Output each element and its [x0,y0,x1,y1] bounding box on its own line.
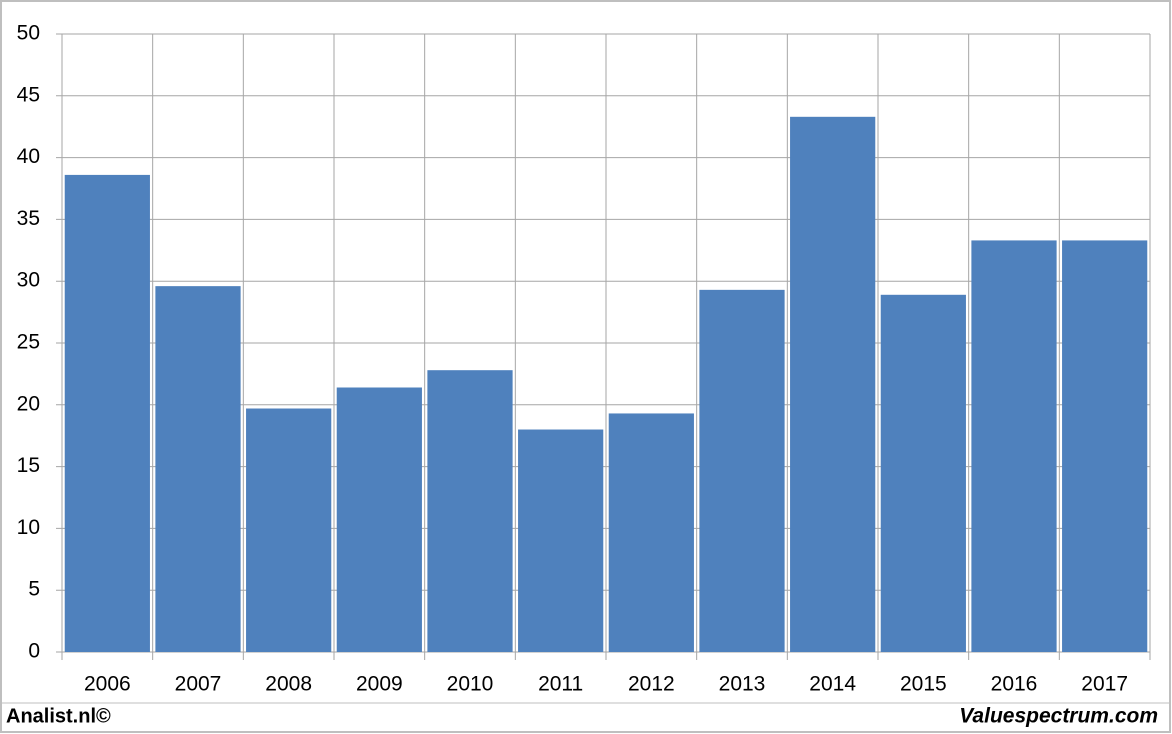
bar [336,387,422,652]
y-tick-label: 35 [17,207,40,230]
y-tick-label: 50 [17,22,40,45]
x-tick-label: 2013 [719,673,766,696]
y-tick-label: 25 [17,331,40,354]
y-tick-label: 30 [17,269,40,292]
x-tick-label: 2015 [900,673,947,696]
x-tick-label: 2014 [809,673,856,696]
y-tick-label: 5 [28,578,40,601]
x-tick-label: 2017 [1081,673,1128,696]
x-tick-label: 2009 [356,673,403,696]
bar [880,294,966,652]
x-tick-label: 2007 [175,673,222,696]
bar [1062,240,1148,653]
y-tick-label: 10 [17,516,40,539]
bar [246,408,332,652]
bar [790,116,876,652]
y-tick-label: 40 [17,145,40,168]
x-tick-label: 2016 [991,673,1038,696]
bar [971,240,1057,653]
credit-left: Analist.nl© [6,705,111,727]
y-tick-label: 45 [17,83,40,106]
y-tick-label: 20 [17,392,40,415]
x-tick-label: 2008 [265,673,312,696]
x-tick-label: 2011 [538,673,583,696]
bar [608,413,694,652]
x-tick-label: 2006 [84,673,131,696]
x-tick-label: 2012 [628,673,675,696]
credit-right: Valuespectrum.com [959,705,1158,728]
bar [155,286,241,652]
bar [518,429,604,652]
y-tick-label: 0 [28,640,40,663]
y-tick-label: 15 [17,454,40,477]
x-tick-label: 2010 [447,673,494,696]
bar [427,370,513,652]
bar [64,174,150,653]
bar [699,289,785,652]
